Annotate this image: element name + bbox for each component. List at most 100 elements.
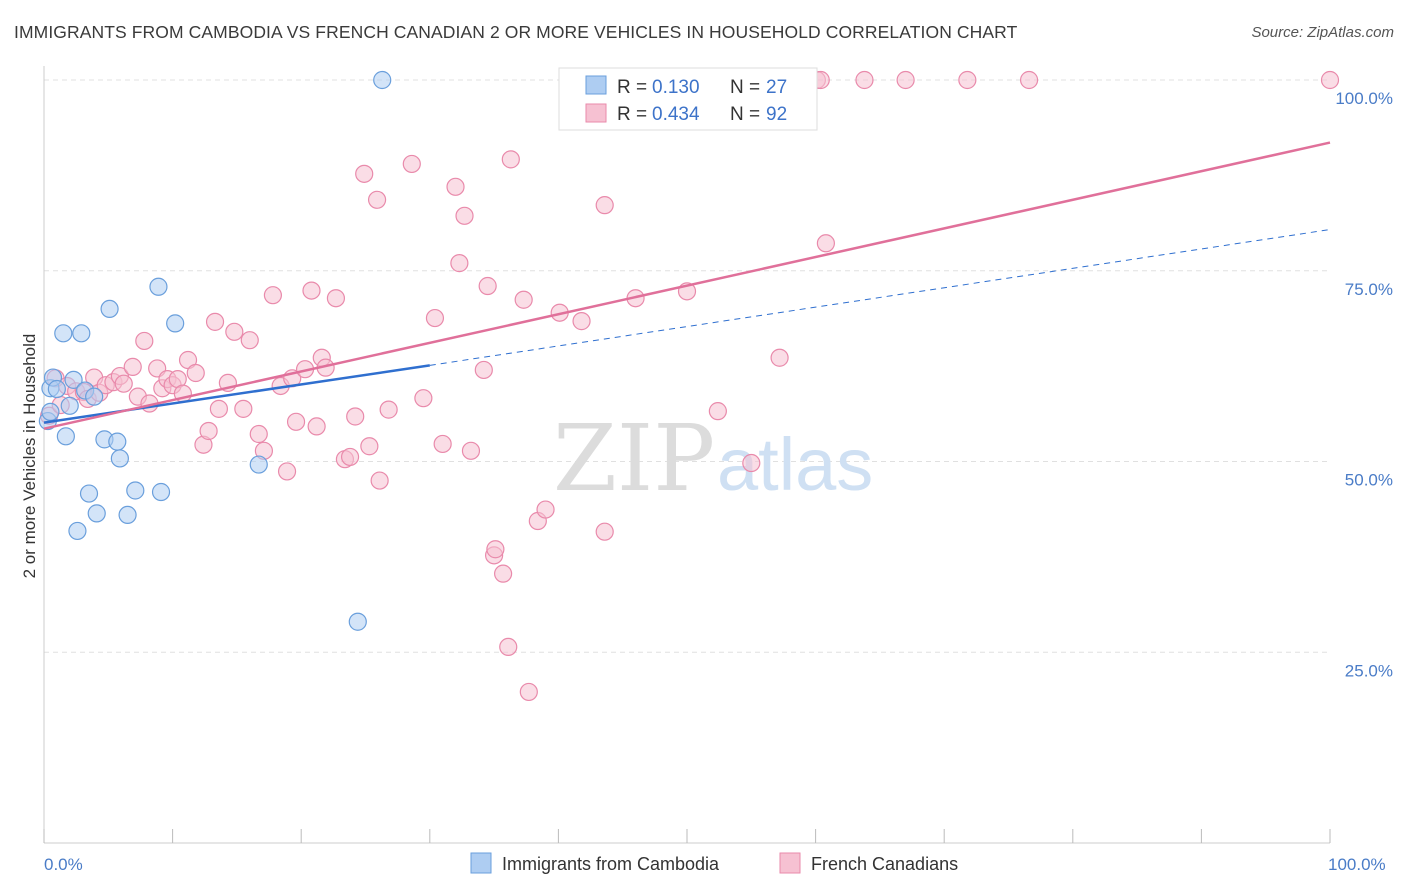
french-canadians-point-79 <box>708 402 727 421</box>
legend-n-label-pink: N = <box>730 104 760 125</box>
gridlines <box>44 79 1330 653</box>
cambodia-point-8 <box>64 370 83 389</box>
chart-title: IMMIGRANTS FROM CAMBODIA VS FRENCH CANAD… <box>14 22 1018 42</box>
source-credit: Source: ZipAtlas.com <box>1251 24 1394 41</box>
french-canadians-point-65 <box>494 564 513 583</box>
french-canadians-point-54 <box>402 154 421 174</box>
french-canadians-point-75 <box>595 522 614 541</box>
french-canadians-point-85 <box>816 234 835 253</box>
french-canadians-point-30 <box>225 322 244 341</box>
french-canadians-point-88 <box>958 70 977 90</box>
cambodia-point-25 <box>348 612 367 631</box>
french-canadians-point-50 <box>360 437 379 456</box>
french-canadians-point-81 <box>770 348 789 367</box>
cambodia-point-22 <box>166 314 185 333</box>
watermark-atlas: atlas <box>717 423 873 506</box>
bottom-legend-swatch-blue <box>470 852 492 874</box>
bottom-legend: Immigrants from Cambodia French Canadian… <box>470 852 958 874</box>
cambodia-point-17 <box>110 449 129 468</box>
cambodia-point-6 <box>56 427 75 446</box>
french-canadians-point-35 <box>263 286 283 305</box>
legend-r-value-blue: 0.130 <box>652 77 700 98</box>
french-canadians-point-68 <box>514 290 533 309</box>
legend-r-value-pink: 0.434 <box>652 104 700 125</box>
cambodia-point-21 <box>151 482 171 502</box>
y-tick-label-2: 75.0% <box>1345 280 1393 299</box>
french-canadians-point-49 <box>355 164 374 183</box>
french-canadians-point-48 <box>346 407 365 426</box>
top-legend: R = 0.130 N = 27 R = 0.434 N = 92 <box>558 67 818 131</box>
y-axis-label: 2 or more Vehicles in Household <box>20 334 39 579</box>
legend-swatch-blue <box>585 75 607 95</box>
french-canadians-point-52 <box>370 471 389 490</box>
french-canadians-point-37 <box>277 462 297 481</box>
trend-lines <box>43 141 1331 430</box>
blue-points <box>38 70 392 631</box>
legend-swatch-pink <box>585 103 607 123</box>
french-canadians-point-33 <box>249 424 268 444</box>
french-canadians-trend-line <box>43 141 1331 430</box>
y-tick-label-3: 100.0% <box>1335 89 1393 108</box>
french-canadians-point-67 <box>501 150 520 169</box>
french-canadians-point-28 <box>209 399 228 418</box>
legend-r-label-blue: R = <box>617 77 647 98</box>
y-tick-labels: 25.0% 50.0% 75.0% 100.0% <box>1335 89 1393 680</box>
french-canadians-point-32 <box>240 331 259 350</box>
french-canadians-point-74 <box>595 196 614 215</box>
french-canadians-point-51 <box>367 190 387 209</box>
french-canadians-point-55 <box>414 389 433 408</box>
french-canadians-point-61 <box>461 441 481 460</box>
cambodia-point-24 <box>249 455 268 474</box>
cambodia-point-1 <box>41 402 60 422</box>
french-canadians-point-89 <box>1019 70 1039 90</box>
french-canadians-point-90 <box>1320 70 1340 90</box>
cambodia-point-9 <box>68 521 87 541</box>
french-canadians-point-62 <box>478 276 497 296</box>
french-canadians-point-45 <box>326 289 346 308</box>
french-canadians-point-59 <box>450 254 469 273</box>
cambodia-point-10 <box>72 324 91 343</box>
cambodia-point-14 <box>87 504 106 523</box>
french-canadians-point-15 <box>135 331 154 351</box>
cambodia-point-23 <box>100 299 119 318</box>
french-canadians-point-42 <box>307 417 326 436</box>
french-canadians-point-86 <box>855 70 874 90</box>
french-canadians-point-12 <box>114 374 133 393</box>
cambodia-point-16 <box>108 432 127 451</box>
french-canadians-point-47 <box>340 447 360 467</box>
cambodia-point-26 <box>373 70 392 90</box>
french-canadians-point-13 <box>123 357 142 376</box>
french-canadians-point-39 <box>286 412 306 431</box>
watermark-zip: ZIP <box>553 405 715 512</box>
french-canadians-point-58 <box>446 177 465 196</box>
french-canadians-point-91 <box>474 360 493 380</box>
french-canadians-point-64 <box>486 540 505 559</box>
bottom-legend-label-blue: Immigrants from Cambodia <box>502 854 720 874</box>
french-canadians-point-69 <box>519 682 538 702</box>
bottom-legend-label-pink: French Canadians <box>811 854 958 874</box>
french-canadians-point-66 <box>499 637 518 657</box>
x-tick-marks <box>43 829 1331 843</box>
y-tick-label-1: 50.0% <box>1345 471 1393 490</box>
french-canadians-point-80 <box>742 453 761 473</box>
y-tick-label-0: 25.0% <box>1345 661 1393 680</box>
french-canadians-point-26 <box>199 421 218 441</box>
cambodia-point-4 <box>47 379 66 399</box>
x-tick-label-min: 0.0% <box>44 855 83 874</box>
french-canadians-point-56 <box>425 308 445 328</box>
legend-n-label-blue: N = <box>730 77 760 98</box>
french-canadians-point-71 <box>536 500 555 519</box>
french-canadians-point-73 <box>572 312 591 331</box>
legend-n-value-pink: 92 <box>766 104 787 125</box>
cambodia-point-20 <box>149 277 168 296</box>
x-tick-label-max: 100.0% <box>1328 855 1386 874</box>
cambodia-point-7 <box>60 396 79 415</box>
cambodia-point-13 <box>85 387 104 406</box>
french-canadians-point-27 <box>205 312 225 331</box>
cambodia-point-12 <box>79 484 99 503</box>
legend-r-label-pink: R = <box>617 104 647 125</box>
french-canadians-point-41 <box>302 281 321 300</box>
french-canadians-point-24 <box>186 363 205 383</box>
legend-n-value-blue: 27 <box>766 77 787 98</box>
